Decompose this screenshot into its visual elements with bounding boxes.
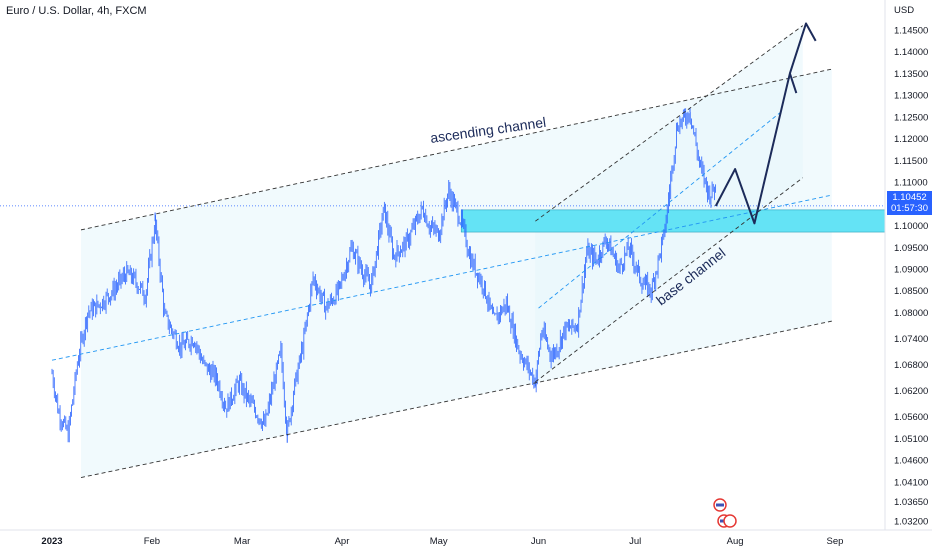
x-tick-label: May [430, 536, 448, 547]
y-tick-label: 1.14000 [894, 47, 928, 58]
y-tick-label: 1.04600 [894, 456, 928, 467]
symbol-title: Euro / U.S. Dollar, 4h, FXCM [6, 5, 147, 17]
ascending-channel-lower [80, 320, 832, 478]
current-price-value: 1.10452 [892, 192, 927, 203]
base-channel-mid [538, 112, 781, 309]
candles-layer [51, 108, 716, 443]
x-tick-label: Apr [335, 536, 350, 547]
y-tick-label: 1.05600 [894, 412, 928, 423]
price-unit-label: USD [894, 5, 915, 16]
x-tick-label: Jun [531, 536, 546, 547]
y-tick-label: 1.12500 [894, 112, 928, 123]
x-tick-label: Mar [234, 536, 250, 547]
y-tick-label: 1.09000 [894, 264, 928, 275]
forecast-path-1 [714, 72, 798, 225]
forecast-path-2 [788, 22, 817, 74]
support-zone [460, 209, 886, 233]
y-tick-label: 1.03650 [894, 497, 928, 508]
y-tick-label: 1.04100 [894, 477, 928, 488]
flag-stripe-icon [716, 503, 724, 507]
channel-fill-layer [81, 25, 832, 478]
y-tick-label: 1.08000 [894, 308, 928, 319]
y-tick-label: 1.14500 [894, 26, 928, 37]
y-tick-label: 1.05100 [894, 434, 928, 445]
y-tick-label: 1.10000 [894, 221, 928, 232]
y-tick-label: 1.13000 [894, 91, 928, 102]
y-tick-label: 1.07400 [894, 334, 928, 345]
y-tick-label: 1.11000 [894, 178, 928, 189]
x-tick-label: Aug [727, 536, 744, 547]
y-tick-label: 1.06800 [894, 360, 928, 371]
x-tick-label: Sep [827, 536, 844, 547]
y-tick-label: 1.11500 [894, 156, 928, 167]
y-tick-label: 1.13500 [894, 69, 928, 80]
economic-event-flag-icon [723, 514, 737, 528]
x-tick-label: Jul [629, 536, 641, 547]
x-tick-label: 2023 [41, 536, 62, 547]
base-channel-upper [535, 25, 804, 222]
y-tick-label: 1.08500 [894, 286, 928, 297]
y-tick-label: 1.12000 [894, 134, 928, 145]
candle-countdown: 01:57:30 [891, 203, 928, 214]
y-tick-label: 1.03200 [894, 517, 928, 528]
x-tick-label: Feb [144, 536, 160, 547]
base-channel-fill [535, 25, 803, 382]
support-zone-layer [460, 209, 886, 233]
y-tick-label: 1.09500 [894, 243, 928, 254]
y-tick-label: 1.06200 [894, 386, 928, 397]
current-price-tag: 1.10452 01:57:30 [887, 191, 932, 215]
forecast-arrow-layer [714, 22, 817, 225]
